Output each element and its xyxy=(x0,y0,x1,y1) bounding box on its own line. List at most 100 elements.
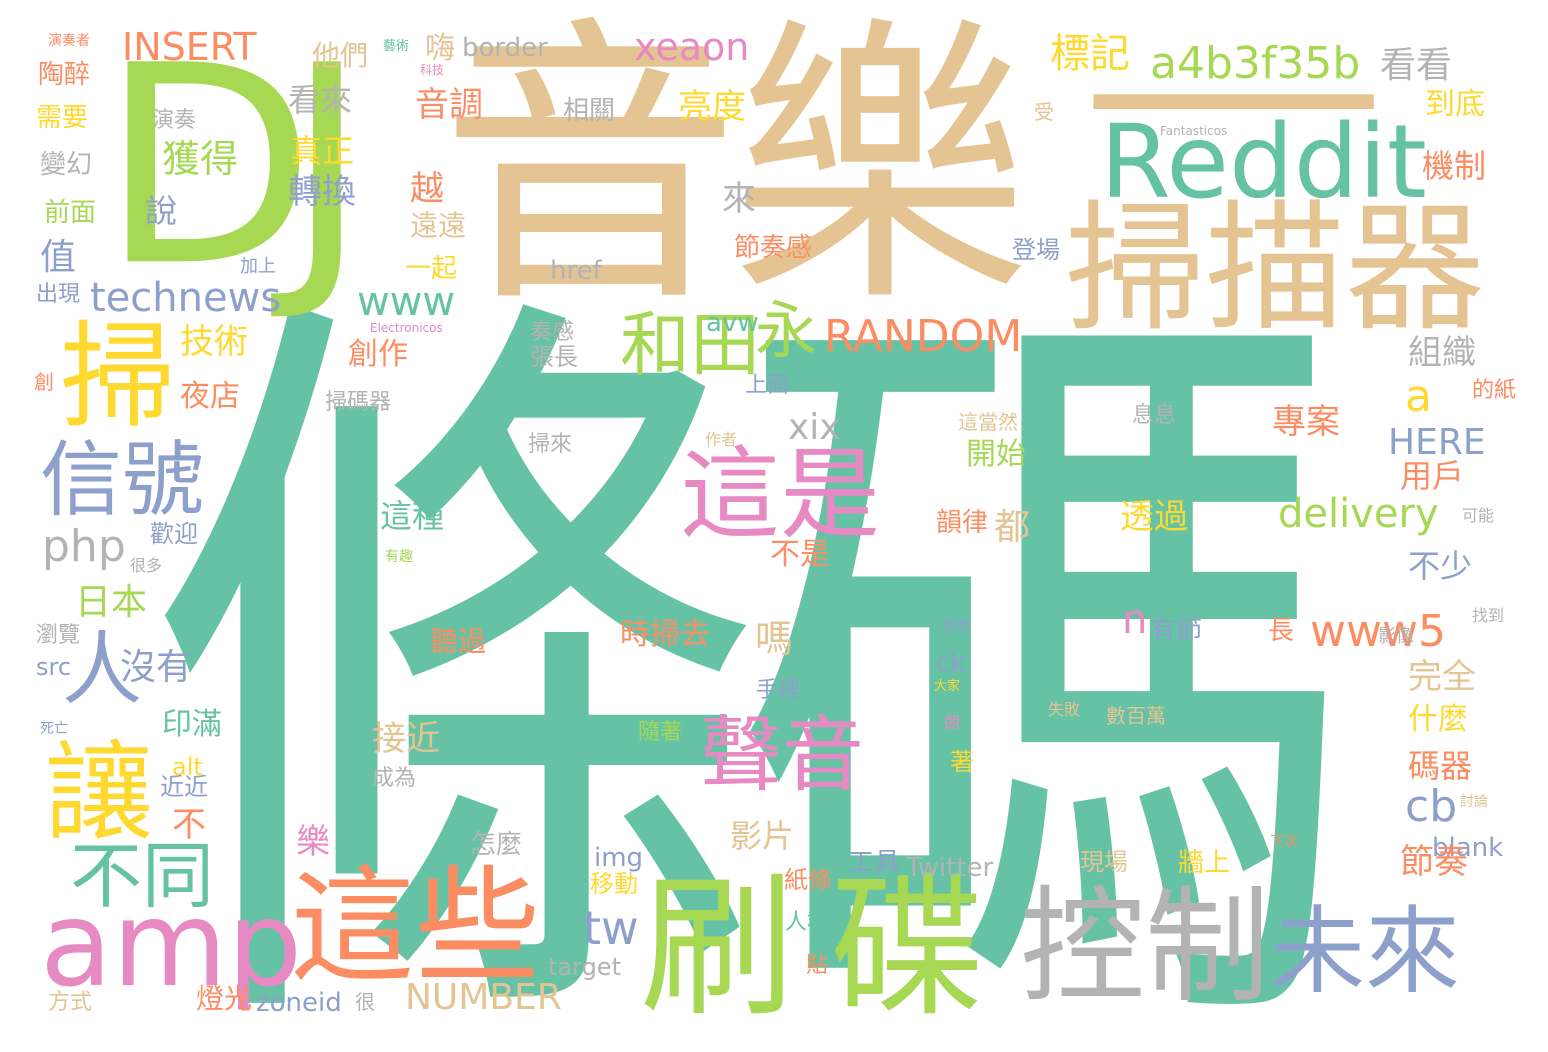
word-misc: 大家 xyxy=(934,679,961,694)
word-misc: 接近 xyxy=(372,719,440,759)
word-misc: 碼器 xyxy=(1408,747,1473,785)
word-misc: 夜店 xyxy=(180,379,240,414)
word-misc: 韻律 xyxy=(936,508,989,538)
word-misc: 到底 xyxy=(1425,87,1485,122)
word-www: www xyxy=(357,279,456,325)
word-electronicos: Electronicos xyxy=(370,321,443,335)
word-misc: 遠遠 xyxy=(410,209,467,242)
word-misc: 日本 xyxy=(75,582,148,623)
word-a: a xyxy=(1405,371,1432,422)
word-misc: 藝術 xyxy=(383,39,410,54)
word-n: n xyxy=(1122,597,1148,643)
word-misc: 需要 xyxy=(36,103,89,133)
word-misc: 嗎 xyxy=(755,617,794,661)
word-misc: 陶醉 xyxy=(38,60,91,90)
word-misc: 聽過 xyxy=(430,625,487,658)
word-misc: 找到 xyxy=(1472,606,1505,625)
word-misc: 手裡 xyxy=(756,678,801,703)
word-href: href xyxy=(550,256,602,286)
word-misc: 那麼 xyxy=(942,619,970,635)
word-misc: 這當然 xyxy=(958,410,1018,434)
word-die: 碟 xyxy=(830,857,985,1038)
word-misc: 不是 xyxy=(770,537,830,572)
word-misc: 有節 xyxy=(1150,616,1203,646)
word-hetian: 和田 xyxy=(620,304,760,386)
word-misc: 什麼 xyxy=(1408,702,1468,737)
word-misc: 嗨 xyxy=(425,31,455,66)
word-zhexie: 這些 xyxy=(290,855,540,1000)
word-xeaon: xeaon xyxy=(634,25,750,69)
word-misc: 歡迎 xyxy=(150,520,198,548)
word-zheshi: 這是 xyxy=(680,436,880,553)
word-misc: 開始 xyxy=(966,437,1026,472)
word-misc: 一起 xyxy=(405,254,458,284)
word-misc: 來 xyxy=(722,179,756,219)
word-misc: 瀏覽 xyxy=(36,623,81,648)
word-misc: 掃來 xyxy=(528,432,573,457)
word-yong: 永 xyxy=(755,294,818,367)
word-misc: 出現 xyxy=(36,282,81,307)
word-misc: 時掃去 xyxy=(620,617,710,652)
word-misc: 著 xyxy=(950,748,974,776)
word-misc: 人群 xyxy=(785,910,830,935)
word-yinyue: 音樂 xyxy=(440,0,1030,342)
word-twitter: Twitter xyxy=(906,853,994,883)
word-misc: 透過 xyxy=(1120,497,1188,537)
word-misc: 近近 xyxy=(160,773,208,801)
word-misc: 科技 xyxy=(420,63,445,77)
word-dj: DJ xyxy=(100,7,368,327)
word-technews: technews xyxy=(90,275,282,321)
word-target: target xyxy=(548,953,621,981)
word-img: img xyxy=(594,843,644,873)
word-misc: 貼 xyxy=(806,953,829,978)
word-misc: 移動 xyxy=(590,870,638,898)
word-misc: 看來 xyxy=(288,81,353,119)
word-misc: 工具 xyxy=(848,848,901,878)
word-weilai: 未來 xyxy=(1270,897,1461,1007)
word-rang: 讓 xyxy=(45,731,154,856)
word-kongzhi: 控制 xyxy=(1020,875,1270,1020)
word-yi: 一 xyxy=(1080,4,1386,215)
word-misc: 牆上 xyxy=(1178,848,1231,878)
word-misc: 演奏者 xyxy=(48,33,90,49)
word-misc: 獲得 xyxy=(162,137,239,181)
word-misc: 紙條 xyxy=(784,866,832,894)
word-misc: 機制 xyxy=(1422,147,1487,185)
word-kankan: 看看 xyxy=(1380,45,1453,86)
word-misc: 不少 xyxy=(1408,547,1473,585)
word-avw: avw xyxy=(706,308,759,338)
word-shengyin: 聲音 xyxy=(700,708,865,803)
word-xix: xix xyxy=(788,407,841,448)
word-misc: 樂 xyxy=(296,822,330,862)
word-sao: 掃 xyxy=(60,310,176,444)
word-misc: 燈光 xyxy=(196,982,253,1015)
word-xinhao: 信號 xyxy=(40,433,205,528)
word-misc: 很多 xyxy=(130,556,163,575)
word-misc: 這種 xyxy=(380,497,445,535)
word-amp: amp xyxy=(40,875,303,1013)
word-biaoji: 標記 xyxy=(1050,31,1130,77)
word-misc: 下次 xyxy=(1270,834,1298,850)
word-misc: 影像 xyxy=(1378,626,1414,647)
word-ren: 人 xyxy=(62,623,142,716)
word-misc: 隨著 xyxy=(638,720,683,745)
word-misc: 奏感 xyxy=(530,320,575,345)
word-cb: cb xyxy=(1405,781,1458,832)
word-here: HERE xyxy=(1388,422,1486,463)
word-misc: 受 xyxy=(1034,100,1054,124)
word-misc: 轉換 xyxy=(288,172,356,212)
word-misc: 完全 xyxy=(1408,657,1476,697)
word-misc: 數百萬 xyxy=(1106,704,1166,728)
word-delivery: delivery xyxy=(1278,491,1439,537)
word-misc: 失敗 xyxy=(1048,700,1081,719)
word-misc: 創作 xyxy=(348,337,408,372)
word-misc: 很 xyxy=(355,990,375,1014)
word-misc: 加上 xyxy=(240,256,276,277)
word-insert: INSERT xyxy=(122,25,257,69)
word-misc: 用戶 xyxy=(1400,457,1465,495)
word-misc: 真正 xyxy=(290,132,355,170)
word-blank: blank xyxy=(1432,833,1504,863)
word-misc: 值 xyxy=(40,237,77,278)
word-number: NUMBER xyxy=(405,977,562,1018)
word-php: php xyxy=(42,521,126,572)
